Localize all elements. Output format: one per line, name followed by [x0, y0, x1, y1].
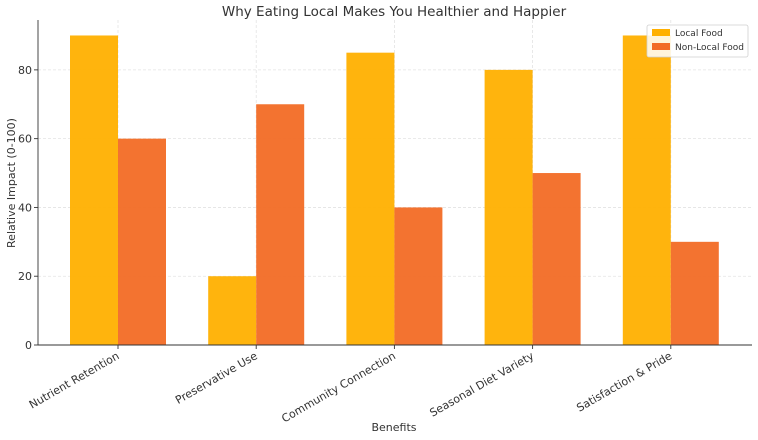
legend-label: Local Food: [675, 29, 723, 39]
bars: [70, 35, 719, 345]
bar-non-local-2: [394, 207, 443, 345]
x-tick-label: Seasonal Diet Variety: [427, 349, 536, 419]
bar-local-0: [70, 35, 118, 345]
x-tick-label: Preservative Use: [173, 349, 260, 407]
legend-label: Non-Local Food: [675, 43, 744, 53]
bar-non-local-3: [532, 173, 581, 345]
x-tick-label: Community Connection: [279, 349, 398, 425]
x-axis-ticks: Nutrient Retention Preservative Use Commun…: [27, 345, 674, 425]
bar-non-local-0: [118, 138, 166, 345]
bar-local-3: [484, 69, 533, 345]
bar-local-2: [346, 52, 395, 345]
legend-swatch-local: [652, 29, 670, 36]
y-tick-label: 0: [25, 339, 32, 352]
y-axis-ticks: 0 20 40 60 80: [18, 64, 38, 352]
bar-non-local-4: [670, 241, 719, 345]
x-axis-label: Benefits: [371, 421, 416, 434]
legend: Local Food Non-Local Food: [646, 24, 749, 58]
chart-title: Why Eating Local Makes You Healthier and…: [222, 4, 567, 20]
y-tick-label: 60: [18, 133, 32, 146]
legend-frame: [646, 24, 749, 58]
y-axis-label: Relative Impact (0-100): [5, 118, 18, 248]
x-tick-label: Satisfaction & Pride: [574, 349, 674, 414]
bar-local-1: [208, 276, 257, 345]
y-tick-label: 40: [18, 201, 32, 214]
y-tick-label: 80: [18, 64, 32, 77]
legend-swatch-non-local: [652, 43, 670, 50]
axes: [37, 20, 752, 346]
bar-non-local-1: [256, 104, 305, 345]
x-tick-label: Nutrient Retention: [27, 349, 122, 411]
y-tick-label: 20: [18, 270, 32, 283]
bar-local-4: [622, 35, 671, 345]
